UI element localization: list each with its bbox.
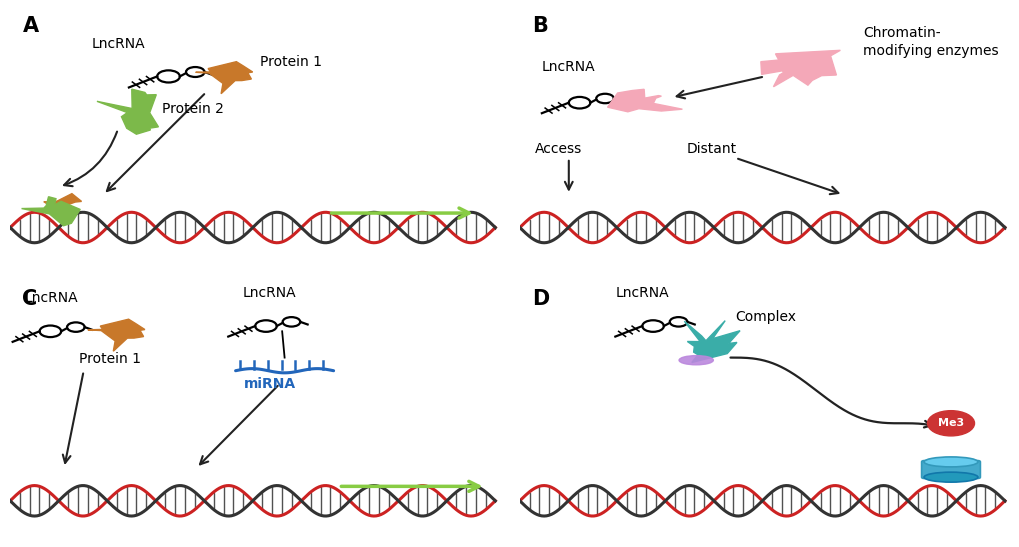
Text: Distant: Distant: [686, 142, 736, 156]
Text: LncRNA: LncRNA: [614, 286, 668, 300]
Polygon shape: [760, 50, 840, 87]
Text: Complex: Complex: [735, 310, 796, 324]
Text: A: A: [22, 16, 39, 36]
FancyBboxPatch shape: [921, 461, 979, 479]
Text: miRNA: miRNA: [244, 377, 296, 391]
Polygon shape: [21, 197, 81, 226]
Text: modifying enzymes: modifying enzymes: [862, 44, 998, 59]
Text: LncRNA: LncRNA: [243, 286, 297, 300]
Polygon shape: [97, 89, 158, 134]
Polygon shape: [607, 89, 682, 112]
Text: LncRNA: LncRNA: [541, 60, 595, 74]
Text: B: B: [532, 16, 547, 36]
Ellipse shape: [923, 457, 977, 467]
Polygon shape: [88, 319, 145, 351]
Text: Protein 1: Protein 1: [78, 352, 141, 366]
Circle shape: [926, 411, 973, 436]
Text: Access: Access: [534, 142, 581, 156]
Text: Protein 2: Protein 2: [162, 102, 224, 116]
Text: C: C: [22, 289, 38, 309]
Text: Me3: Me3: [937, 418, 963, 428]
Text: Chromatin-: Chromatin-: [862, 26, 940, 40]
Polygon shape: [44, 194, 82, 213]
Polygon shape: [196, 62, 253, 94]
Text: D: D: [532, 289, 549, 309]
Polygon shape: [684, 321, 740, 363]
Ellipse shape: [923, 472, 977, 482]
Text: LncRNA: LncRNA: [24, 292, 78, 305]
Ellipse shape: [679, 356, 712, 365]
Text: Protein 1: Protein 1: [260, 55, 322, 69]
Text: LncRNA: LncRNA: [91, 37, 145, 50]
